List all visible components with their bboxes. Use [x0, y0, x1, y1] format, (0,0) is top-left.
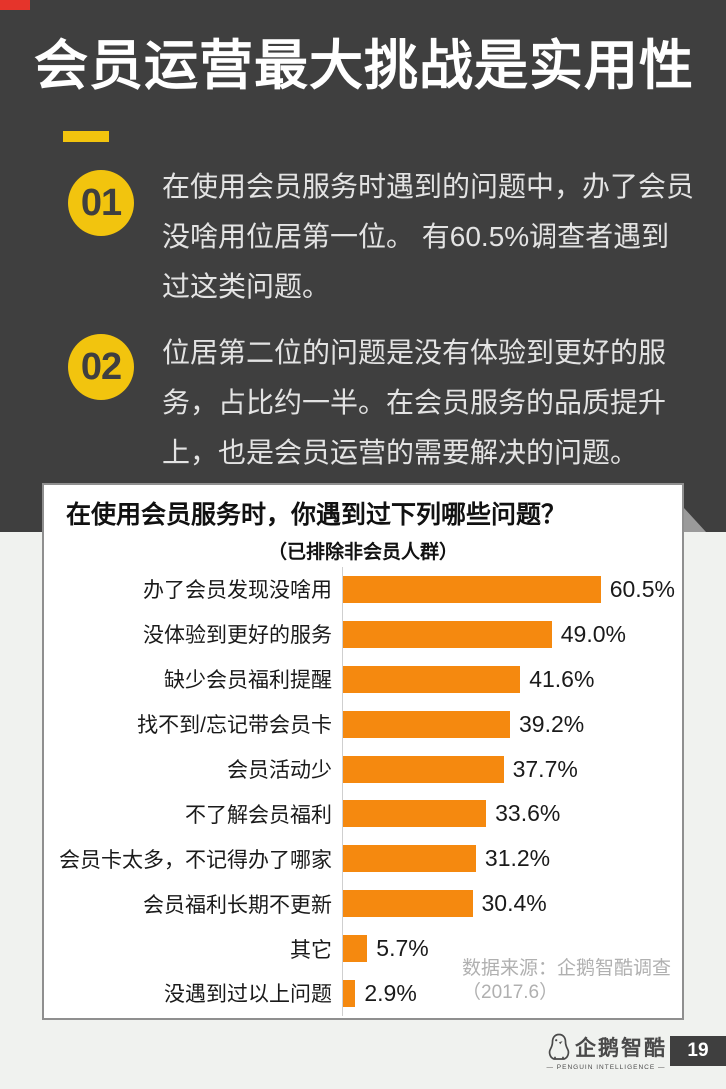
bar-category-label: 找不到/忘记带会员卡 — [137, 714, 332, 738]
bar-category-label: 会员福利长期不更新 — [143, 893, 332, 917]
bar — [343, 755, 504, 783]
source-note: 数据来源：企鹅智酷调查 （2017.6） — [462, 957, 678, 1005]
source-note-line: （2017.6） — [462, 982, 559, 1003]
bar-area: 31.2% — [342, 836, 682, 882]
logo-text: 企鹅智酷 — [575, 1037, 667, 1060]
bar-value-label: 41.6% — [529, 665, 595, 692]
bar — [343, 620, 552, 648]
point-text-01: 在使用会员服务时遇到的问题中，办了会员 没啥用位居第一位。 有60.5%调查者遇… — [162, 162, 695, 312]
point-text-02: 位居第二位的问题是没有体验到更好的服 务，占比约一半。在会员服务的品质提升 上，… — [162, 328, 667, 478]
chart-row: 会员福利长期不更新 30.4% — [44, 881, 682, 927]
source-note-line: 数据来源：企鹅智酷调查 — [462, 958, 672, 979]
bar-area: 33.6% — [342, 791, 682, 837]
hero-background — [0, 0, 726, 532]
bar-category-label: 不了解会员福利 — [185, 803, 332, 827]
title-underline — [63, 131, 109, 142]
chart-row: 找不到/忘记带会员卡 39.2% — [44, 701, 682, 747]
bar — [343, 845, 476, 873]
bar-value-label: 2.9% — [364, 979, 417, 1006]
bar-value-label: 49.0% — [560, 620, 626, 647]
bar-chart: 办了会员发现没啥用 60.5% 没体验到更好的服务 49.0% 缺少会员福利提醒 41.6… — [44, 567, 682, 1016]
bar-category-label: 没体验到更好的服务 — [143, 624, 332, 648]
bar-area: 60.5% — [342, 567, 682, 612]
point-text-line: 过这类问题。 — [162, 271, 331, 302]
logo-top: 企鹅智酷 — [546, 1032, 666, 1062]
bar-value-label: 60.5% — [609, 575, 675, 602]
chart-card: 在使用会员服务时，你遇到过下列哪些问题？ （已排除非会员人群） 办了会员发现没啥… — [42, 483, 684, 1020]
bar-category-label: 会员活动少 — [227, 759, 332, 782]
logo-subtext: — PENGUIN INTELLIGENCE — — [546, 1064, 666, 1071]
bar-value-label: 39.2% — [518, 710, 585, 737]
chart-row: 会员卡太多，不记得办了哪家 31.2% — [44, 836, 682, 882]
page-title: 会员运营最大挑战是实用性 — [34, 36, 694, 96]
chart-row: 缺少会员福利提醒 41.6% — [44, 656, 682, 702]
bar — [343, 575, 601, 603]
bar-value-label: 33.6% — [495, 800, 561, 827]
bar-category-label: 没遇到过以上问题 — [164, 983, 332, 1007]
bar-category-label: 缺少会员福利提醒 — [164, 669, 332, 693]
bar-area: 2.9% — [342, 971, 682, 1016]
chart-row: 其它 5.7% — [44, 926, 682, 972]
page-number-badge: 19 — [670, 1036, 726, 1066]
bar-category-label: 其它 — [290, 938, 332, 962]
bar-area: 41.6% — [342, 656, 682, 702]
bar-category-label: 办了会员发现没啥用 — [143, 579, 332, 603]
bar — [343, 665, 521, 693]
bar — [343, 935, 368, 963]
point-badge-01: 01 — [68, 170, 134, 236]
point-badge-02: 02 — [68, 334, 134, 400]
point-text-line: 位居第二位的问题是没有体验到更好的服 — [162, 337, 667, 368]
red-corner-tab — [0, 0, 30, 10]
penguin-icon — [548, 1033, 570, 1060]
chart-subtitle: （已排除非会员人群） — [267, 542, 458, 563]
point-text-line: 务，占比约一半。在会员服务的品质提升 — [162, 387, 667, 418]
bar — [343, 710, 510, 738]
chart-row: 办了会员发现没啥用 60.5% — [44, 567, 682, 612]
bar-value-label: 37.7% — [512, 755, 578, 782]
bar-area: 30.4% — [342, 881, 682, 927]
bar-area: 37.7% — [342, 746, 682, 792]
penguin-intelligence-logo: 企鹅智酷 — PENGUIN INTELLIGENCE — — [546, 1032, 666, 1071]
chart-row: 不了解会员福利 33.6% — [44, 791, 682, 837]
bar-category-label: 会员卡太多，不记得办了哪家 — [59, 848, 332, 872]
chart-title: 在使用会员服务时，你遇到过下列哪些问题？ — [66, 501, 567, 529]
chart-row: 会员活动少 37.7% — [44, 746, 682, 792]
bar-value-label: 30.4% — [481, 890, 547, 917]
bar — [343, 979, 356, 1007]
bar-value-label: 31.2% — [484, 845, 551, 872]
bar-area: 39.2% — [342, 701, 682, 747]
bar-value-label: 5.7% — [376, 935, 429, 962]
bar — [343, 800, 487, 828]
bar-area: 49.0% — [342, 611, 682, 657]
point-text-line: 在使用会员服务时遇到的问题中，办了会员 — [162, 171, 695, 202]
bar-area: 5.7% — [342, 926, 682, 972]
bar — [343, 890, 473, 918]
point-text-line: 上，也是会员运营的需要解决的问题。 — [162, 437, 639, 468]
chart-row: 没体验到更好的服务 49.0% — [44, 611, 682, 657]
point-text-line: 没啥用位居第一位。 有60.5%调查者遇到 — [162, 221, 670, 252]
chart-row: 没遇到过以上问题 2.9% — [44, 971, 682, 1016]
